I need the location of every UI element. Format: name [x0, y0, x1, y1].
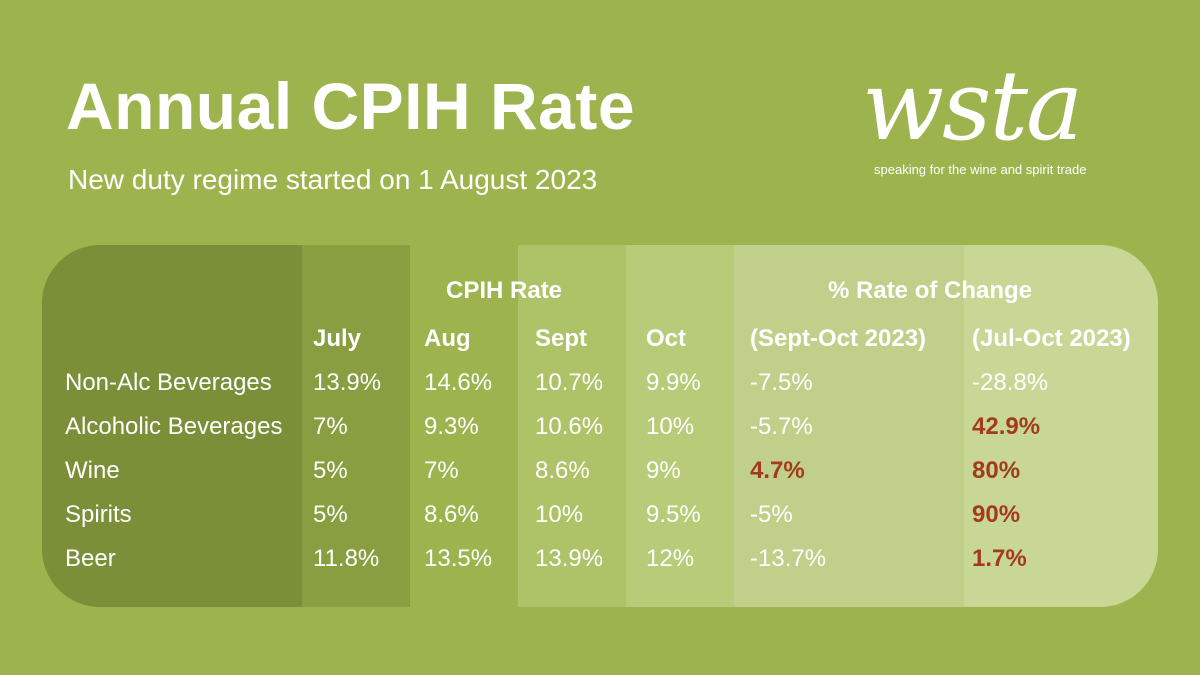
- table-cell-july: 11.8%: [313, 545, 380, 572]
- table-cell-july: 5%: [313, 501, 348, 528]
- column-header-oct: Oct: [646, 325, 687, 352]
- table-cell-aug: 13.5%: [424, 545, 493, 572]
- table-cell-jul-oct-change: -28.8%: [972, 369, 1049, 396]
- table-cell-aug: 9.3%: [424, 413, 479, 440]
- table-cell-sept-oct-change: -5%: [750, 501, 793, 528]
- table-cell-sept: 13.9%: [535, 545, 604, 572]
- jul-oct-change-column-band: [964, 245, 1158, 607]
- july-column-band: [302, 245, 410, 607]
- table-cell-aug: 7%: [424, 457, 459, 484]
- column-header-july: July: [313, 325, 362, 352]
- table-cell-oct: 9%: [646, 457, 681, 484]
- table-cell-jul-oct-change: 1.7%: [972, 545, 1027, 572]
- group-header-rate-of-change: % Rate of Change: [828, 277, 1033, 304]
- page-subtitle: New duty regime started on 1 August 2023: [68, 164, 598, 195]
- table-cell-aug: 8.6%: [424, 501, 479, 528]
- group-header-cpih-rate: CPIH Rate: [446, 277, 563, 304]
- row-label: Alcoholic Beverages: [65, 413, 283, 440]
- table-cell-sept-oct-change: -13.7%: [750, 545, 827, 572]
- table-cell-sept-oct-change: -7.5%: [750, 369, 813, 396]
- label-column-band: [42, 245, 302, 607]
- sept-column-band: [518, 245, 626, 607]
- cpih-table: CPIH Rate % Rate of Change July Aug Sept Oc…: [42, 245, 1158, 607]
- aug-column-band: [410, 245, 518, 607]
- column-header-sept-oct-change: (Sept-Oct 2023): [750, 325, 927, 352]
- column-header-aug: Aug: [424, 325, 471, 352]
- table-cell-sept-oct-change: -5.7%: [750, 413, 813, 440]
- table-cell-jul-oct-change: 90%: [972, 501, 1021, 528]
- logo-tagline: speaking for the wine and spirit trade: [874, 162, 1087, 177]
- sept-oct-change-column-band: [734, 245, 964, 607]
- column-header-sept: Sept: [535, 325, 588, 352]
- table-cell-sept: 10%: [535, 501, 584, 528]
- oct-column-band: [626, 245, 734, 607]
- page-title: Annual CPIH Rate: [66, 69, 636, 143]
- table-cell-sept-oct-change: 4.7%: [750, 457, 805, 484]
- table-cell-oct: 10%: [646, 413, 695, 440]
- table-cell-oct: 9.5%: [646, 501, 701, 528]
- table-cell-sept: 10.6%: [535, 413, 604, 440]
- row-label: Beer: [65, 545, 116, 572]
- table-cell-sept: 10.7%: [535, 369, 604, 396]
- table-cell-jul-oct-change: 42.9%: [972, 413, 1041, 440]
- logo-wordmark: wsta: [862, 50, 1083, 162]
- row-label: Non-Alc Beverages: [65, 369, 272, 396]
- table-cell-july: 13.9%: [313, 369, 382, 396]
- table-cell-sept: 8.6%: [535, 457, 590, 484]
- wsta-logo: wsta speaking for the wine and spirit tr…: [862, 58, 1132, 188]
- row-label: Wine: [65, 457, 120, 484]
- row-label: Spirits: [65, 501, 132, 528]
- table-cell-oct: 12%: [646, 545, 695, 572]
- table-cell-aug: 14.6%: [424, 369, 493, 396]
- table-cell-jul-oct-change: 80%: [972, 457, 1021, 484]
- table-cell-july: 7%: [313, 413, 348, 440]
- table-cell-july: 5%: [313, 457, 348, 484]
- column-header-jul-oct-change: (Jul-Oct 2023): [972, 325, 1131, 352]
- table-cell-oct: 9.9%: [646, 369, 701, 396]
